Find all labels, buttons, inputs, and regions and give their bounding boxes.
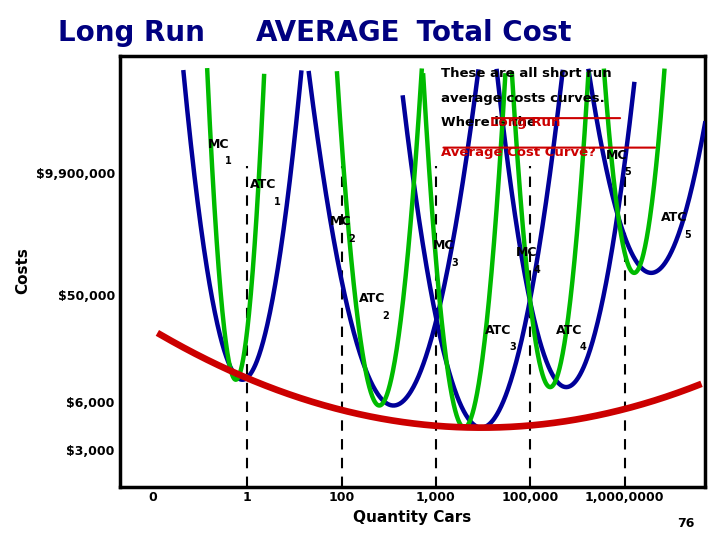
Text: These are all short run: These are all short run [441,66,611,79]
Text: MC: MC [207,138,229,151]
Text: 1: 1 [225,156,232,166]
Text: Where is the: Where is the [441,116,540,129]
Text: 1: 1 [274,197,281,207]
Text: ATC: ATC [250,178,276,191]
Text: Average Cost Curve?: Average Cost Curve? [441,146,595,159]
Text: ATC: ATC [661,211,687,224]
X-axis label: Quantity Cars: Quantity Cars [354,510,472,525]
Text: MC: MC [433,239,454,252]
Text: Long Run: Long Run [58,19,214,47]
Text: average costs curves.: average costs curves. [441,92,604,105]
Text: AVERAGE: AVERAGE [256,19,400,47]
Text: Long Run: Long Run [490,116,560,129]
Text: MC: MC [330,215,351,228]
Text: 76: 76 [678,517,695,530]
Text: 4: 4 [580,342,587,352]
Text: 2: 2 [348,234,355,244]
Text: 5: 5 [624,167,631,177]
Text: 3: 3 [451,258,458,267]
Text: ATC: ATC [485,323,511,336]
Text: 5: 5 [685,230,691,240]
Text: Total Cost: Total Cost [407,19,571,47]
Text: 3: 3 [509,342,516,352]
Text: ATC: ATC [556,323,582,336]
Text: ATC: ATC [359,292,385,305]
Text: 2: 2 [382,311,390,321]
Text: MC: MC [516,246,538,259]
Text: MC: MC [606,148,627,161]
Y-axis label: Costs: Costs [15,248,30,294]
Text: 4: 4 [534,265,541,275]
